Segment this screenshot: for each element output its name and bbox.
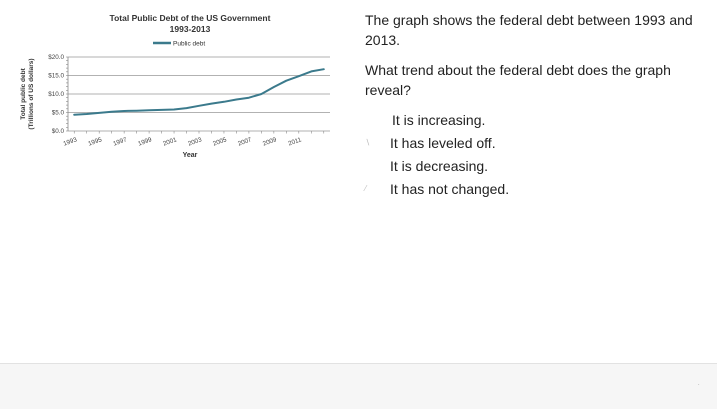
x-tick-label: 2011 — [287, 136, 303, 147]
question-line-1: The graph shows the federal debt between… — [365, 12, 693, 48]
x-tick-label: 2003 — [187, 136, 203, 148]
answer-options: It is increasing. ∖ It has leveled off. … — [365, 108, 695, 200]
y-tick-label: $0.0 — [52, 128, 65, 135]
axis-layer: $0.0 $5.0 $10.0 $15.0 $20.0 1993 1995 1997 1999 2… — [48, 54, 325, 148]
question-line-2: What trend about the federal debt does t… — [365, 62, 671, 98]
x-axis-label: Year — [183, 152, 198, 159]
series-layer — [73, 68, 325, 116]
footer-dot-icon: · — [697, 380, 700, 389]
debt-chart: Total Public Debt of the US Government 1… — [0, 0, 345, 175]
option-4-radio-icon[interactable]: ⁄ — [365, 184, 367, 193]
grid-layer — [68, 56, 330, 132]
option-2-radio-icon[interactable]: ∖ — [365, 138, 371, 147]
x-tick-label: 1997 — [112, 136, 128, 148]
series-line-public-debt — [73, 68, 325, 116]
x-tick-label: 1993 — [62, 136, 78, 148]
option-1-label[interactable]: It is increasing. — [392, 111, 486, 128]
option-1[interactable]: It is increasing. — [365, 108, 695, 131]
debt-chart-svg: Total Public Debt of the US Government 1… — [20, 13, 330, 159]
y-tick-label: $5.0 — [52, 110, 65, 117]
option-4[interactable]: ⁄ It has not changed. — [365, 177, 695, 200]
chart-title: Total Public Debt of the US Government — [110, 13, 271, 23]
x-tick-label: 2001 — [162, 136, 178, 148]
question-text: The graph shows the federal debt between… — [365, 10, 705, 110]
option-2[interactable]: ∖ It has leveled off. — [365, 131, 695, 154]
option-3-label[interactable]: It is decreasing. — [390, 157, 489, 174]
x-tick-label: 1995 — [87, 136, 103, 148]
x-tick-label: 2009 — [262, 136, 278, 148]
option-3[interactable]: It is decreasing. — [365, 154, 695, 177]
x-tick-label: 2007 — [237, 136, 253, 148]
footer-bar: · — [0, 363, 717, 409]
x-tick-label: 2005 — [212, 136, 228, 148]
legend-label: Public debt — [173, 41, 205, 48]
y-tick-label: $15.0 — [48, 73, 64, 80]
option-4-label[interactable]: It has not changed. — [390, 180, 510, 197]
y-axis-label-line2: (Trillions of US dollars) — [28, 58, 35, 129]
y-tick-label: $20.0 — [48, 54, 64, 61]
option-2-label[interactable]: It has leveled off. — [390, 134, 496, 151]
y-axis-label-line1: Total public debt — [20, 67, 27, 119]
chart-subtitle: 1993-2013 — [170, 24, 211, 34]
y-tick-label: $10.0 — [48, 91, 64, 98]
x-tick-label: 1999 — [137, 136, 153, 148]
